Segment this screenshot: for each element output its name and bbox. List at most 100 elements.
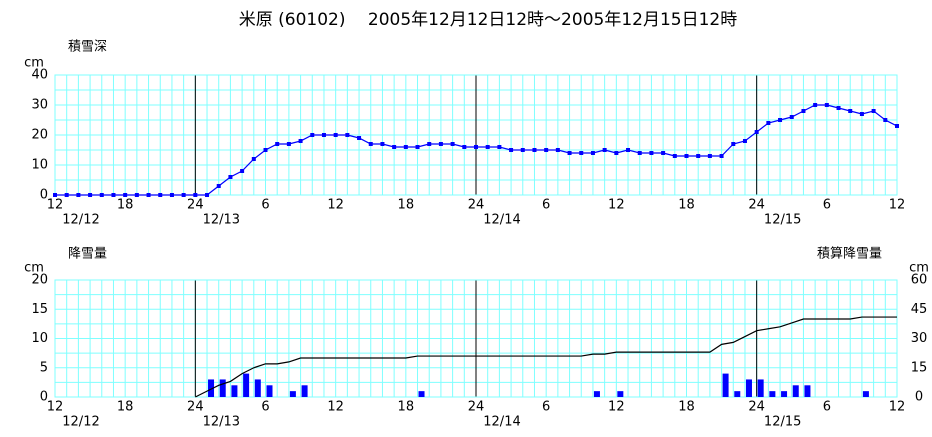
date-label: 12/12 bbox=[62, 415, 99, 430]
x-tick-label: 12 bbox=[608, 400, 625, 415]
bar bbox=[593, 391, 600, 397]
bar bbox=[757, 379, 764, 397]
point bbox=[754, 130, 759, 134]
x-tick-label: 18 bbox=[678, 400, 695, 415]
x-tick-label: 24 bbox=[748, 400, 765, 415]
point bbox=[567, 151, 572, 155]
point bbox=[590, 151, 595, 155]
point bbox=[801, 109, 806, 113]
date-label: 12/13 bbox=[203, 213, 240, 228]
bar bbox=[862, 391, 869, 397]
date-label: 12/15 bbox=[764, 415, 801, 430]
point bbox=[766, 121, 771, 125]
point bbox=[883, 118, 888, 122]
point bbox=[76, 193, 81, 197]
point bbox=[602, 148, 607, 152]
bar bbox=[804, 385, 811, 397]
point bbox=[509, 148, 514, 152]
point bbox=[298, 139, 303, 143]
y-tick-label: 20 bbox=[31, 273, 48, 288]
point bbox=[707, 154, 712, 158]
point bbox=[321, 133, 326, 137]
point bbox=[181, 193, 186, 197]
y-tick-label: 30 bbox=[31, 98, 48, 113]
point bbox=[579, 151, 584, 155]
point bbox=[333, 133, 338, 137]
y-label: 積雪深 bbox=[68, 40, 107, 55]
bar bbox=[722, 373, 729, 397]
x-tick-label: 6 bbox=[542, 400, 550, 415]
point bbox=[637, 151, 642, 155]
y-tick-label: 15 bbox=[31, 302, 48, 317]
x-tick-label: 6 bbox=[823, 400, 831, 415]
x-tick-label: 18 bbox=[678, 198, 695, 213]
point bbox=[532, 148, 537, 152]
bar bbox=[617, 391, 624, 397]
point bbox=[146, 193, 151, 197]
point bbox=[626, 148, 631, 152]
y2-tick-label: 0 bbox=[915, 390, 923, 405]
point bbox=[88, 193, 93, 197]
point bbox=[205, 193, 210, 197]
point bbox=[684, 154, 689, 158]
point bbox=[310, 133, 315, 137]
x-tick-label: 12 bbox=[889, 400, 906, 415]
point bbox=[228, 175, 233, 179]
point bbox=[836, 106, 841, 110]
point bbox=[497, 145, 502, 149]
bar bbox=[254, 379, 261, 397]
y-unit: cm bbox=[24, 261, 44, 276]
point bbox=[53, 193, 57, 197]
y2-tick-label: 45 bbox=[911, 302, 928, 317]
point bbox=[696, 154, 701, 158]
x-tick-label: 12 bbox=[327, 198, 344, 213]
point bbox=[392, 145, 397, 149]
point bbox=[427, 142, 432, 146]
bar bbox=[289, 391, 296, 397]
y-tick-label: 10 bbox=[31, 158, 48, 173]
series-line bbox=[195, 316, 897, 398]
date-label: 12/15 bbox=[764, 213, 801, 228]
y2-tick-label: 15 bbox=[911, 360, 928, 375]
x-tick-label: 18 bbox=[398, 198, 415, 213]
y2-tick-label: 60 bbox=[911, 273, 928, 288]
point bbox=[111, 193, 116, 197]
bar bbox=[769, 391, 776, 397]
bar bbox=[231, 385, 238, 397]
point bbox=[789, 115, 794, 119]
chart-title: 米原 (60102) 2005年12月12日12時～2005年12月15日12時 bbox=[239, 10, 737, 30]
plot-frame bbox=[54, 74, 898, 196]
x-tick-label: 18 bbox=[398, 400, 415, 415]
point bbox=[438, 142, 443, 146]
date-label: 12/13 bbox=[203, 415, 240, 430]
bar bbox=[418, 391, 425, 397]
x-tick-label: 18 bbox=[117, 198, 134, 213]
point bbox=[778, 118, 783, 122]
point bbox=[415, 145, 420, 149]
x-tick-label: 12 bbox=[47, 198, 64, 213]
point bbox=[403, 145, 408, 149]
x-tick-label: 24 bbox=[748, 198, 765, 213]
point bbox=[64, 193, 69, 197]
x-tick-label: 24 bbox=[468, 198, 485, 213]
point bbox=[813, 103, 818, 107]
point bbox=[134, 193, 139, 197]
bar bbox=[792, 385, 799, 397]
x-tick-label: 6 bbox=[542, 198, 550, 213]
point bbox=[216, 184, 221, 188]
point bbox=[450, 142, 455, 146]
bar bbox=[301, 385, 308, 397]
point bbox=[462, 145, 467, 149]
bar bbox=[219, 379, 226, 397]
bar bbox=[734, 391, 741, 397]
point bbox=[474, 145, 478, 149]
point bbox=[275, 142, 280, 146]
point bbox=[368, 142, 373, 146]
y-unit: cm bbox=[24, 56, 44, 71]
x-tick-label: 6 bbox=[823, 198, 831, 213]
point bbox=[357, 136, 362, 140]
point bbox=[240, 169, 245, 173]
point bbox=[544, 148, 549, 152]
x-tick-label: 24 bbox=[468, 400, 485, 415]
